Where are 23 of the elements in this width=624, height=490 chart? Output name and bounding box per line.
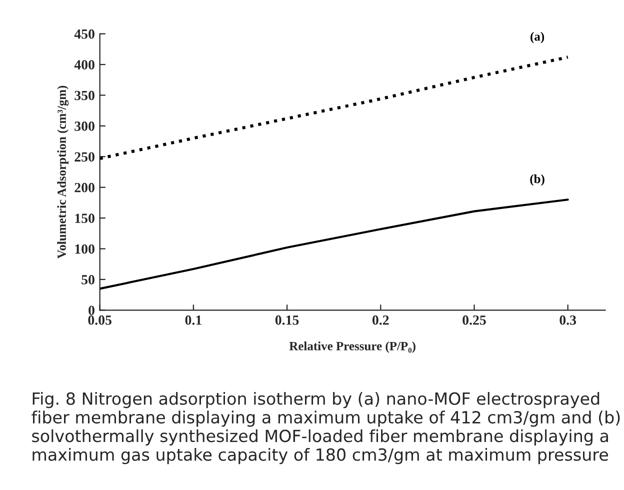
y-tick-label: 150: [75, 214, 94, 224]
y-tick-label: 100: [75, 244, 94, 254]
y-tick-label: 450: [74, 29, 94, 39]
x-tick-label: 0.2: [372, 315, 389, 325]
y-tick-label: 0: [88, 306, 94, 316]
y-tick-label: 250: [74, 152, 94, 162]
y-tick-label: 200: [74, 182, 94, 192]
series-label: (b): [530, 174, 544, 186]
x-tick-label: 0.1: [185, 315, 202, 325]
y-tick-label: 350: [74, 90, 94, 100]
x-tick-label: 0.15: [275, 315, 299, 325]
x-tick-label: 0.05: [88, 315, 112, 325]
x-axis-title: Relative Pressure (P/P₀): [289, 342, 416, 353]
y-tick-label: 400: [74, 60, 94, 70]
line-series: [100, 56, 570, 160]
y-tick-label: 50: [82, 275, 94, 284]
series-label: (a): [530, 32, 544, 44]
x-tick-label: 0.25: [462, 315, 486, 325]
x-tick-label: 0.3: [560, 315, 576, 325]
caption: Fig. 8 Nitrogen adsorption isotherm by (a) nano-MOF electrosprayed fiber membrane displaying a maximum uptake of 412 cm3/gm and (b) solvothermally synthesized MOF-loaded fiber membrane displaying a maximum gas uptake capacity of 180 cm3/gm at maximum pressure: [32, 392, 620, 464]
y-axis-title: Volumetric Adsorption (cm³/gm): [57, 86, 69, 259]
y-tick-label: 300: [74, 122, 94, 131]
line-series: [100, 198, 569, 290]
